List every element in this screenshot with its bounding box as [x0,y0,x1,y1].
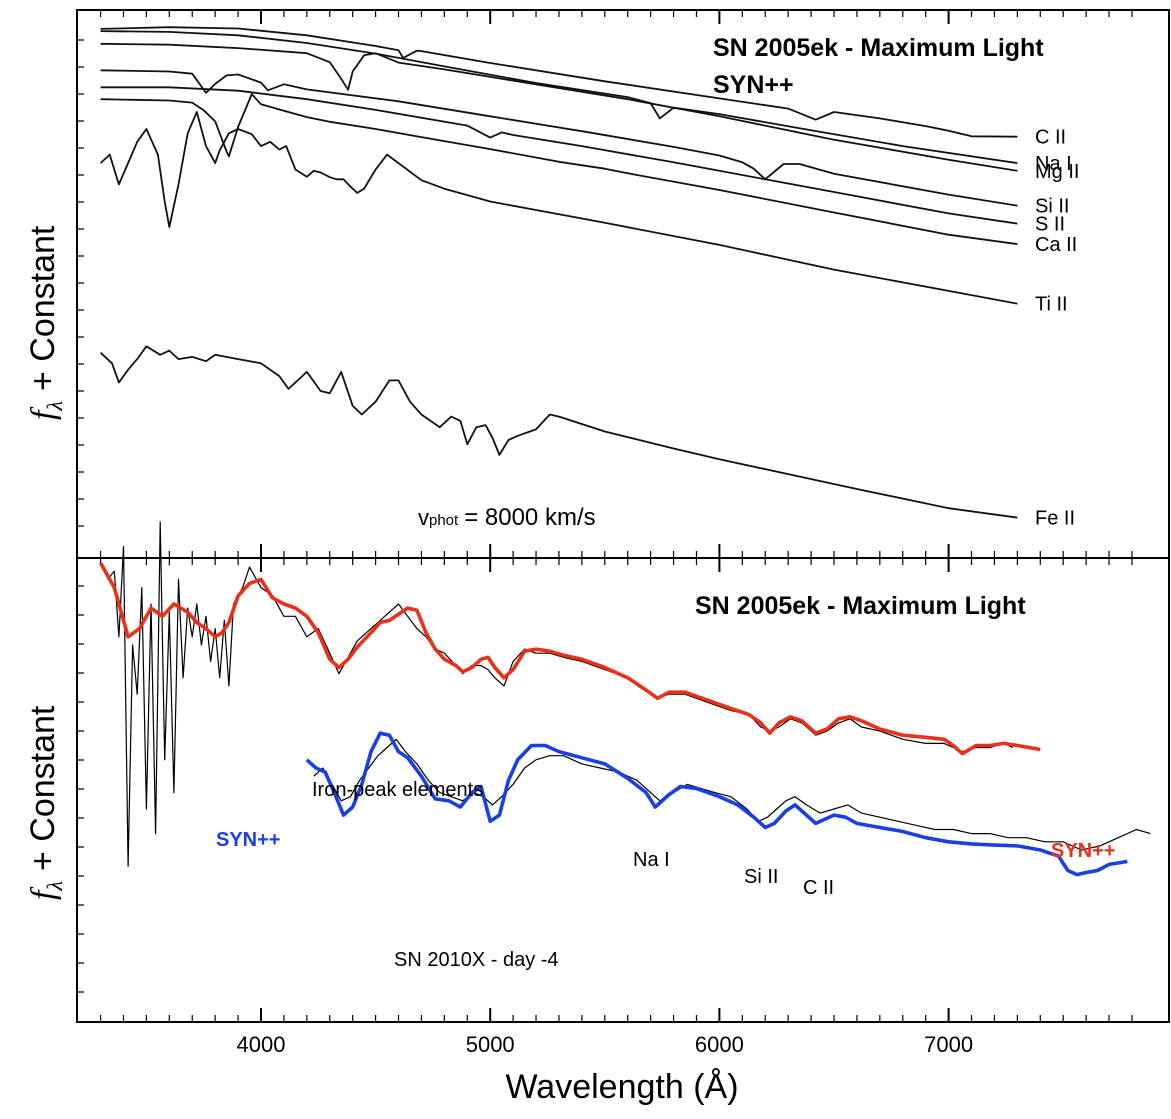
synthetic-spectrum-ca-ii [100,93,1018,245]
top-panel-frame [76,9,1170,559]
bottom-title: SN 2005ek - Maximum Light [695,592,1026,620]
observed-spectrum-2 [106,521,1014,867]
top-ylabel-rest: + Constant [24,225,62,391]
syn-label-right: SYN++ [1051,840,1115,862]
ion-label-na-i: Na I [1035,153,1072,175]
ion-label-s-ii: S II [1035,214,1065,236]
ion-label-ti-ii: Ti II [1035,294,1068,316]
syn-fit-blue [305,731,1128,877]
synthetic-spectrum-si-ii [100,69,1018,207]
x-tick-labels: 4000 5000 6000 7000 [237,1032,974,1057]
bottom-panel-frame [76,557,1170,1023]
bottom-ylabel-rest: + Constant [24,705,62,871]
syn-fit-red [99,562,1041,756]
vphot-sub: phot [429,512,459,529]
x-axis-label: Wavelength (Å) [505,1068,738,1106]
bottom-ylabel-sub: λ [42,881,67,892]
x-tick-label: 6000 [695,1032,744,1057]
synthetic-spectrum-fe-ii [99,345,1018,519]
iron-peak-label: Iron-peak elements [312,779,483,801]
ion-label-c-ii: C II [1035,127,1066,149]
si-label: Si II [744,866,778,888]
bottom-panel-curves [99,521,1151,877]
bottom-ylabel: fλ+ Constant [24,705,67,900]
ion-label-ca-ii: Ca II [1035,234,1077,256]
vphot-rest: = 8000 km/s [464,504,595,531]
ion-label-mg-ii: Mg II [1035,161,1079,183]
c-label: C II [803,877,834,899]
ion-label-fe-ii: Fe II [1035,508,1075,530]
sn2010x-label: SN 2010X - day -4 [394,949,559,971]
synthetic-spectrum-mg-ii [100,42,1018,172]
vphot-v: v [418,505,429,530]
top-ylabel: fλ+ Constant [24,225,67,420]
x-tick-label: 4000 [237,1032,286,1057]
synthetic-spectrum-ti-ii [99,111,1018,305]
panel-frames [76,9,1170,1023]
top-title-line1: SN 2005ek - Maximum Light [713,34,1044,62]
synthetic-spectrum-c-ii [100,26,1018,138]
axis-ticks [77,10,1133,1022]
na-label: Na I [633,849,670,871]
x-tick-label: 7000 [924,1032,973,1057]
x-tick-label: 5000 [466,1032,515,1057]
vphot-annotation: vphot = 8000 km/s [418,504,596,531]
synthetic-spectrum-s-ii [100,86,1018,225]
ion-label-si-ii: Si II [1035,196,1069,218]
top-ylabel-sub: λ [42,401,67,412]
syn-label-left: SYN++ [216,829,280,851]
synthetic-spectrum-na-i [100,30,1018,164]
top-panel-curves [99,26,1018,519]
top-title-line2: SYN++ [713,71,794,99]
